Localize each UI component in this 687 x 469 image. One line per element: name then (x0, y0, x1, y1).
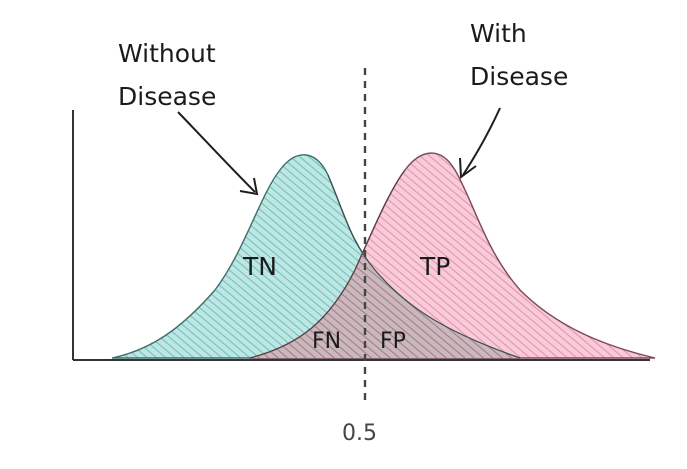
without-label-line1: Without (118, 39, 216, 68)
tp-label: TP (419, 252, 450, 281)
with-label-line1: With (470, 19, 527, 48)
without-label-line2: Disease (118, 82, 216, 111)
with-label-line2: Disease (470, 62, 568, 91)
fp-label: FP (380, 329, 406, 354)
fn-label: FN (312, 329, 341, 354)
without-arrow (177, 111, 259, 196)
with-arrow (459, 107, 501, 179)
tn-label: TN (242, 252, 277, 281)
threshold-tick-label: 0.5 (342, 421, 377, 446)
